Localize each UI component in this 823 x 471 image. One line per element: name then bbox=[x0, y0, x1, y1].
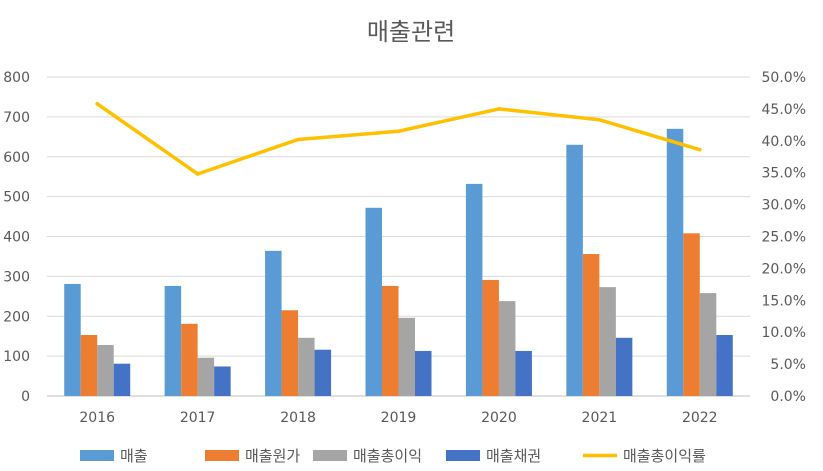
bar bbox=[498, 301, 516, 396]
bar bbox=[298, 337, 315, 396]
x-tick-label: 2021 bbox=[582, 410, 618, 426]
line-point bbox=[597, 117, 602, 122]
y2-tick-label: 0.0% bbox=[770, 389, 806, 405]
legend-swatch bbox=[313, 450, 347, 461]
y-tick-label: 400 bbox=[3, 230, 30, 246]
legend-swatch bbox=[205, 450, 239, 461]
legend-label: 매출 bbox=[120, 447, 148, 465]
bar bbox=[113, 363, 131, 396]
y-tick-label: 200 bbox=[3, 309, 30, 325]
legend-label: 매출채권 bbox=[486, 447, 541, 465]
line-point bbox=[697, 147, 702, 152]
y-tick-label: 0 bbox=[21, 389, 30, 405]
x-tick-label: 2017 bbox=[180, 410, 216, 426]
legend-label: 매출총이익률 bbox=[623, 447, 706, 465]
y-tick-label: 800 bbox=[3, 70, 30, 86]
line-point bbox=[396, 129, 401, 134]
bar bbox=[465, 183, 483, 396]
y2-tick-label: 10.0% bbox=[762, 325, 806, 341]
line-point bbox=[497, 107, 501, 111]
gridlines bbox=[47, 76, 750, 397]
bar bbox=[314, 349, 332, 396]
bar bbox=[197, 357, 215, 396]
bar bbox=[214, 366, 231, 396]
bar bbox=[566, 144, 583, 396]
legend: 매출 매출원가 매출총이익 매출채권 매출총이익률 bbox=[80, 447, 706, 465]
y-axis-left: 0 100 200 300 400 500 600 700 800 bbox=[3, 70, 30, 405]
y-tick-label: 500 bbox=[3, 190, 30, 206]
y-tick-label: 700 bbox=[3, 110, 30, 126]
bar bbox=[515, 350, 532, 396]
bar bbox=[181, 323, 198, 396]
x-axis: 2016 2017 2018 2019 2020 2021 2022 bbox=[79, 410, 717, 426]
bar bbox=[80, 334, 98, 396]
line-series bbox=[95, 101, 702, 176]
line-point bbox=[296, 137, 300, 142]
bar bbox=[415, 350, 432, 396]
y2-tick-label: 5.0% bbox=[770, 357, 806, 373]
line-point bbox=[95, 101, 100, 106]
bar bbox=[699, 293, 717, 396]
x-tick-label: 2016 bbox=[79, 410, 115, 426]
y2-tick-label: 15.0% bbox=[762, 293, 806, 309]
legend-swatch bbox=[80, 450, 114, 461]
legend-label: 매출원가 bbox=[245, 447, 300, 465]
legend-label: 매출총이익 bbox=[353, 447, 422, 465]
legend-swatch bbox=[446, 450, 480, 461]
y2-tick-label: 45.0% bbox=[762, 102, 806, 118]
y2-tick-label: 30.0% bbox=[762, 198, 806, 214]
line-path bbox=[95, 102, 702, 176]
bar bbox=[716, 334, 733, 396]
y-tick-label: 600 bbox=[3, 150, 30, 166]
y2-tick-label: 35.0% bbox=[762, 166, 806, 182]
y2-tick-label: 20.0% bbox=[762, 261, 806, 277]
y2-tick-label: 25.0% bbox=[762, 230, 806, 246]
x-tick-label: 2020 bbox=[481, 410, 517, 426]
y-tick-label: 300 bbox=[3, 269, 30, 285]
bar bbox=[97, 344, 114, 396]
bar bbox=[64, 283, 81, 396]
bar bbox=[164, 285, 182, 396]
line-point bbox=[195, 172, 200, 176]
bar bbox=[615, 337, 633, 396]
y-axis-right: 0.0% 5.0% 10.0% 15.0% 20.0% 25.0% 30.0% 35.0% 40… bbox=[762, 70, 806, 405]
bar bbox=[599, 287, 616, 396]
bar bbox=[582, 254, 600, 396]
x-tick-label: 2019 bbox=[381, 410, 417, 426]
bar bbox=[683, 233, 700, 396]
y2-tick-label: 40.0% bbox=[762, 134, 806, 150]
x-tick-label: 2022 bbox=[682, 410, 718, 426]
bar bbox=[365, 207, 382, 396]
y-tick-label: 100 bbox=[3, 349, 30, 365]
bar bbox=[265, 250, 282, 396]
bar bbox=[281, 310, 299, 396]
bar bbox=[382, 285, 399, 396]
bar bbox=[482, 279, 499, 396]
chart-title: 매출관련 bbox=[367, 18, 455, 46]
bar bbox=[666, 128, 684, 396]
y2-tick-label: 50.0% bbox=[762, 70, 806, 86]
bar bbox=[398, 317, 415, 396]
x-tick-label: 2018 bbox=[280, 410, 316, 426]
bars bbox=[64, 128, 733, 396]
